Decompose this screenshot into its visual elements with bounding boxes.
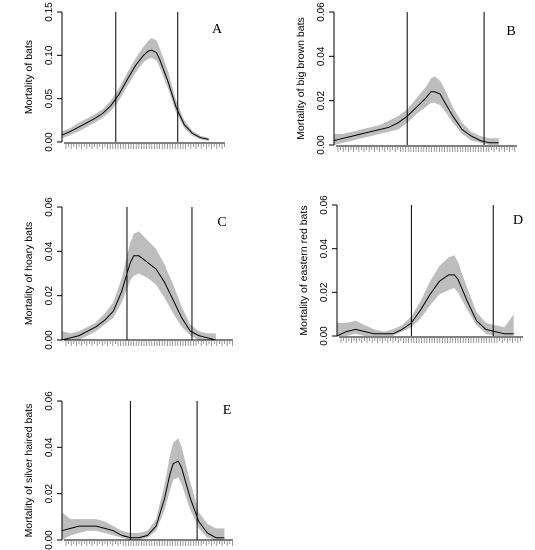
rug-ticks <box>339 336 523 343</box>
mortality-line <box>333 91 499 144</box>
y-tick-label: 0.00 <box>44 330 55 350</box>
y-axis-label: Mortality of eastern red bats <box>298 205 310 335</box>
y-tick-label: 0.10 <box>44 45 55 65</box>
y-tick-label: 0.06 <box>44 197 55 217</box>
y-tick-label: 0.00 <box>44 132 55 152</box>
y-tick-label: 0.04 <box>319 238 330 258</box>
y-tick-label: 0.00 <box>44 530 55 550</box>
y-tick-label: 0.06 <box>44 391 55 411</box>
panel-letter: C <box>217 215 226 230</box>
chart-panel-a: 0.00 0.05 0.10 0.15 Mortality of bats A <box>23 2 226 152</box>
panel-letter: D <box>513 213 523 228</box>
y-axis-label: Mortality of bats <box>23 40 35 114</box>
y-tick-label: 0.02 <box>44 483 55 503</box>
confidence-band <box>62 231 216 340</box>
mortality-line <box>61 460 225 539</box>
y-tick-label: 0.04 <box>44 437 55 457</box>
mortality-line <box>61 255 217 341</box>
rug-ticks <box>64 142 226 149</box>
mortality-line <box>61 49 209 140</box>
y-tick-label: 0.06 <box>319 195 330 215</box>
y-tick-label: 0.00 <box>319 326 330 346</box>
confidence-band <box>62 38 209 142</box>
confidence-band <box>337 255 514 336</box>
rug-ticks <box>64 339 233 346</box>
chart-panel-b: 0.00 0.02 0.04 0.06 Mortality of big brown b… <box>295 2 517 155</box>
y-axis-label: Mortality of silver haired bats <box>23 404 35 538</box>
y-axis-label: Mortality of big brown bats <box>295 17 307 140</box>
panel-letter: A <box>212 22 223 37</box>
y-tick-label: 0.05 <box>44 88 55 108</box>
confidence-band <box>334 76 499 145</box>
confidence-band <box>62 438 225 540</box>
y-tick-label: 0.04 <box>316 46 327 66</box>
rug-ticks <box>336 145 517 152</box>
panel-letter: E <box>223 403 232 418</box>
y-tick-label: 0.02 <box>44 285 55 305</box>
rug-ticks <box>64 539 233 546</box>
y-tick-label: 0.02 <box>316 90 327 110</box>
y-tick-label: 0.04 <box>44 241 55 261</box>
chart-panel-c: 0.00 0.02 0.04 0.06 Mortality of hoary bats C <box>23 197 233 350</box>
panel-letter: B <box>506 24 515 39</box>
chart-panel-d: 0.00 0.02 0.04 0.06 Mortality of eastern red… <box>298 195 523 346</box>
y-tick-label: 0.06 <box>316 2 327 22</box>
y-tick-label: 0.15 <box>44 2 55 22</box>
mortality-line <box>336 274 514 337</box>
y-tick-label: 0.02 <box>319 282 330 302</box>
y-tick-label: 0.00 <box>316 135 327 155</box>
y-axis-label: Mortality of hoary bats <box>23 222 35 325</box>
chart-panel-e: 0.00 0.02 0.04 0.06 Mortality of silver hair… <box>23 391 233 550</box>
